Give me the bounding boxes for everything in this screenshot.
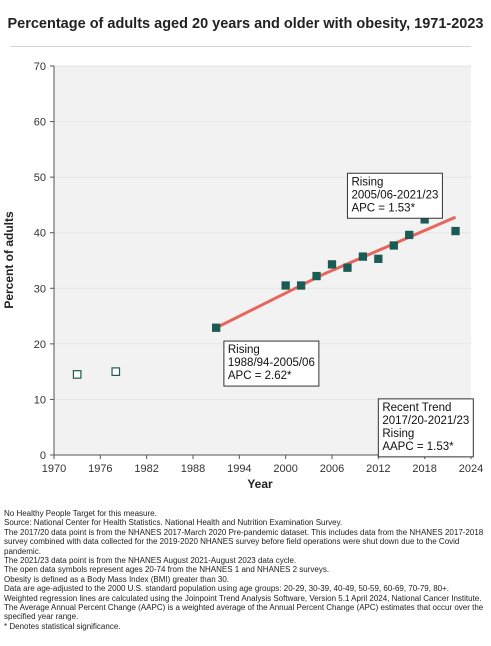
grid-lines [54,65,471,400]
x-tick-label: 1982 [134,463,158,475]
trend-line [215,272,325,330]
annotation-frame [377,398,474,458]
footnote-line: The 2021/23 data point is from the NHANE… [4,556,297,566]
data-point [343,263,352,272]
y-tick-label: 50 [34,172,46,184]
annotation-frame [223,340,320,387]
x-tick-label: 2006 [320,463,344,475]
data-point [281,281,290,290]
open-data-point [72,370,82,379]
annotation-line: Recent Trend [382,402,451,414]
x-tick-label: 1988 [181,463,205,475]
annotation-frame [346,172,443,219]
data-point [405,230,414,240]
footnote-line: The open data symbols represent ages 20-… [4,565,330,575]
y-axis: 0 10 20 30 40 50 60 70 [34,61,55,462]
footnote-line: The Average Annual Percent Change (AAPC)… [4,603,484,622]
plot-background [54,66,471,455]
open-data-point [111,367,121,376]
x-tick-label: 1976 [88,463,112,475]
data-point [296,281,306,290]
footnote-line: * Denotes statistical significance. [4,621,121,631]
y-tick-label: 60 [34,117,46,129]
chart-title: Percentage of adults aged 20 years and o… [7,16,484,32]
annotation-line: APC = 2.62* [228,370,292,382]
y-tick-label: 20 [34,339,46,351]
annotation-line: AAPC = 1.53* [382,441,454,453]
footnote-line: The 2017/20 data point is from the NHANE… [4,527,484,556]
title-divider [10,46,471,47]
x-tick-label: 2024 [459,463,483,475]
x-axis-title: Year [247,477,273,491]
data-point [312,271,321,281]
y-tick-label: 30 [34,283,46,295]
footnote-line: Source: National Center for Health Stati… [4,518,343,528]
y-tick-label: 70 [34,61,46,73]
annotation-line: Rising [228,344,260,356]
data-point [451,226,460,236]
data-point [374,254,383,263]
footnotes: No Healthy People Target for this measur… [4,509,488,631]
footnote-line: No Healthy People Target for this measur… [4,509,157,518]
annotation-line: 1988/94-2005/06 [228,357,315,369]
data-points [72,215,460,379]
y-tick-label: 0 [40,450,46,462]
x-tick-label: 1994 [227,463,251,475]
obesity-chart: 1970 1976 1982 1988 1994 2000 2006 2012 2018 2024… [2,61,483,491]
annotation-line: 2017/20-2021/23 [382,415,469,427]
annotation-line: 2005/06-2021/23 [351,189,438,201]
x-axis: 1970 1976 1982 1988 1994 2000 2006 2012 2018 2024 [42,454,483,475]
y-axis-title: Percent of adults [2,211,16,309]
y-tick-label: 10 [34,394,46,406]
annotation-line: Rising [382,428,414,440]
data-point [358,252,368,261]
footnote-line: Weighted regression lines are calculated… [4,593,482,603]
footnote-line: Obesity is defined as a Body Mass Index … [4,574,229,584]
x-tick-label: 2000 [273,463,297,475]
y-tick-label: 40 [34,228,46,240]
data-point [327,260,337,269]
data-point [389,241,398,250]
x-tick-label: 2012 [366,463,390,475]
annotation-line: APC = 1.53* [351,202,415,214]
annotation-line: Rising [351,176,383,188]
x-tick-label: 1970 [42,463,66,475]
footnote-line: Data are age-adjusted to the 2000 U.S. s… [4,584,449,594]
x-tick-label: 2018 [412,463,436,475]
data-point [212,323,221,332]
